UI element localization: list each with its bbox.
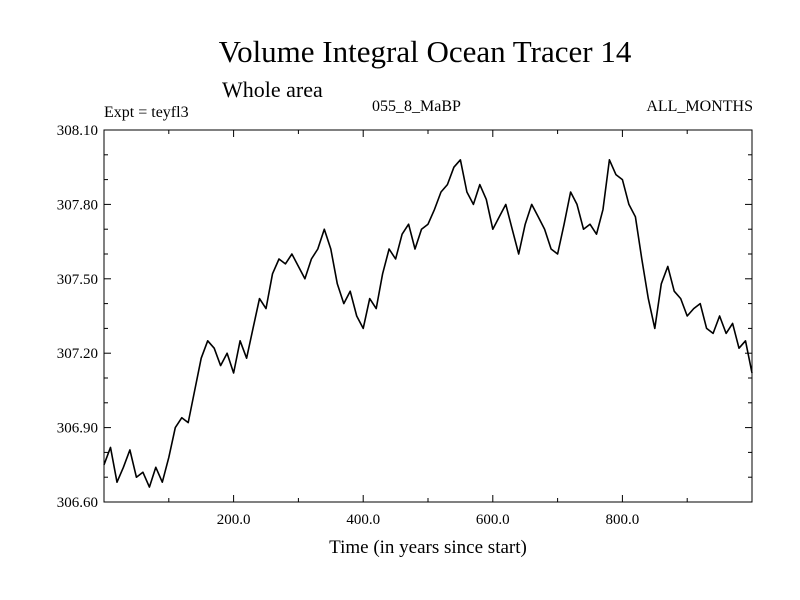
series-line — [103, 159, 753, 488]
x-tick-label: 600.0 — [476, 512, 510, 528]
chart-title: Volume Integral Ocean Tracer 14 — [218, 34, 632, 69]
y-tick-label: 306.60 — [57, 495, 98, 511]
y-tick-label: 307.50 — [57, 272, 98, 288]
months-label: ALL_MONTHS — [646, 98, 753, 115]
y-tick-label: 306.90 — [57, 421, 98, 437]
y-tick-label: 307.20 — [57, 346, 98, 362]
plot-frame — [103, 129, 753, 503]
x-tick-label: 400.0 — [346, 512, 380, 528]
y-tick-label: 307.80 — [57, 197, 98, 213]
x-axis-title: Time (in years since start) — [329, 537, 527, 558]
plot-group: 306.60 306.90 307.20 307.50 307.80 308.10 200.… — [57, 123, 753, 528]
chart-subtitle: Whole area — [222, 77, 323, 102]
period-label: 055_8_MaBP — [372, 98, 461, 115]
y-tick-label: 308.10 — [57, 123, 98, 139]
experiment-label: Expt = teyfl3 — [104, 104, 189, 121]
x-tick-label: 200.0 — [217, 512, 251, 528]
x-tick-label: 800.0 — [606, 512, 640, 528]
